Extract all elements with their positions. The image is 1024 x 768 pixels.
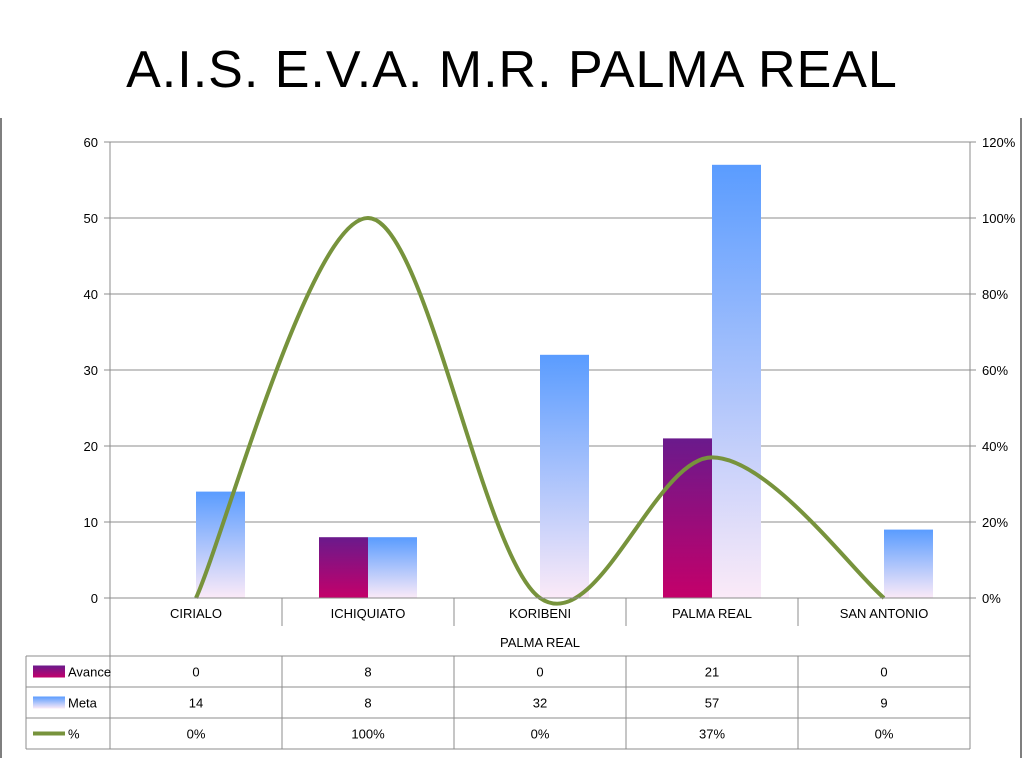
group-label: PALMA REAL <box>500 635 580 650</box>
category-label: SAN ANTONIO <box>840 606 929 621</box>
category-label: PALMA REAL <box>672 606 752 621</box>
table-cell: 0 <box>536 665 543 680</box>
y-right-tick-label: 120% <box>982 135 1016 150</box>
y-right-tick-label: 80% <box>982 287 1008 302</box>
table-cell: 14 <box>189 696 203 711</box>
table-cell: 57 <box>705 696 719 711</box>
bar-meta <box>368 537 417 598</box>
slide-title: A.I.S. E.V.A. M.R. PALMA REAL <box>126 41 898 99</box>
y-right-tick-label: 40% <box>982 439 1008 454</box>
y-left-tick-label: 10 <box>84 515 98 530</box>
legend-label: Meta <box>68 696 98 711</box>
y-left-tick-label: 40 <box>84 287 98 302</box>
table-cell: 0% <box>531 727 550 742</box>
bars <box>196 164 933 599</box>
table-cell: 8 <box>364 665 371 680</box>
table-cell: 100% <box>351 727 385 742</box>
category-label: KORIBENI <box>509 606 571 621</box>
table-cell: 21 <box>705 665 719 680</box>
table-cell: 0 <box>880 665 887 680</box>
y-right-tick-label: 20% <box>982 515 1008 530</box>
category-label: ICHIQUIATO <box>331 606 406 621</box>
y-left-tick-label: 0 <box>91 591 98 606</box>
table-cell: 37% <box>699 727 725 742</box>
bar-meta <box>712 164 761 599</box>
y-left-tick-label: 30 <box>84 363 98 378</box>
legend-label: % <box>68 727 80 742</box>
right-edge-line <box>1020 118 1022 758</box>
axes: 0 0% 10 20% 20 40% 30 60% 40 80% 50 100% 60 120% <box>84 135 1016 606</box>
table-cell: 32 <box>533 696 547 711</box>
table-cell: 8 <box>364 696 371 711</box>
y-left-tick-label: 50 <box>84 211 98 226</box>
category-label: CIRIALO <box>170 606 222 621</box>
table-cell: 0 <box>192 665 199 680</box>
y-left-tick-label: 20 <box>84 439 98 454</box>
y-right-tick-label: 100% <box>982 211 1016 226</box>
table-cell: 0% <box>187 727 206 742</box>
y-left-tick-label: 60 <box>84 135 98 150</box>
y-right-tick-label: 0% <box>982 591 1001 606</box>
legend-label: Avance <box>68 665 111 680</box>
left-edge-line <box>0 118 2 758</box>
bar-avance <box>319 537 368 598</box>
y-right-tick-label: 60% <box>982 363 1008 378</box>
table-cell: 9 <box>880 696 887 711</box>
legend-key-meta <box>33 696 65 709</box>
legend-key-avance <box>33 665 65 678</box>
table-cell: 0% <box>875 727 894 742</box>
bar-meta <box>884 529 933 598</box>
line-percent <box>194 215 886 606</box>
bar-avance <box>663 438 712 598</box>
data-table: CIRIALO ICHIQUIATO KORIBENI PALMA REAL SAN A… <box>25 597 971 750</box>
bar-meta <box>540 354 589 598</box>
